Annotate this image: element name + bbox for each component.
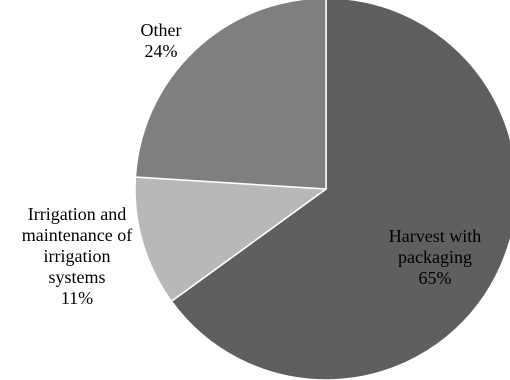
pie-slice-other [134,0,327,190]
pie-slices [134,0,510,380]
pie-slice-irrigation-and-maintenance-of-irrigation-systems [134,176,327,303]
slice-label-line: packaging [398,247,472,267]
slice-label-line: irrigation [44,246,111,266]
slice-label-other: Other 24% [141,20,182,61]
slice-label-irrigation-and-maintenance-of-irrigation-systems: Irrigation and maintenance of irrigation sy… [22,204,132,308]
pie-slice-harvest-with-packaging [170,0,510,380]
slice-value-label: 24% [145,41,178,61]
slice-value-label: 11% [61,288,93,308]
slice-label-harvest-with-packaging: Harvest with packaging 65% [389,226,481,288]
slice-label-line: Harvest with [389,226,481,246]
slice-label-line: Irrigation and [28,204,126,224]
slice-value-label: 65% [419,268,452,288]
slice-label-line: systems [48,267,105,287]
pie-labels: Harvest with packaging 65% Irrigation and ma… [22,20,481,308]
slice-label-line: maintenance of [22,225,132,245]
slice-label-line: Other [141,20,182,40]
